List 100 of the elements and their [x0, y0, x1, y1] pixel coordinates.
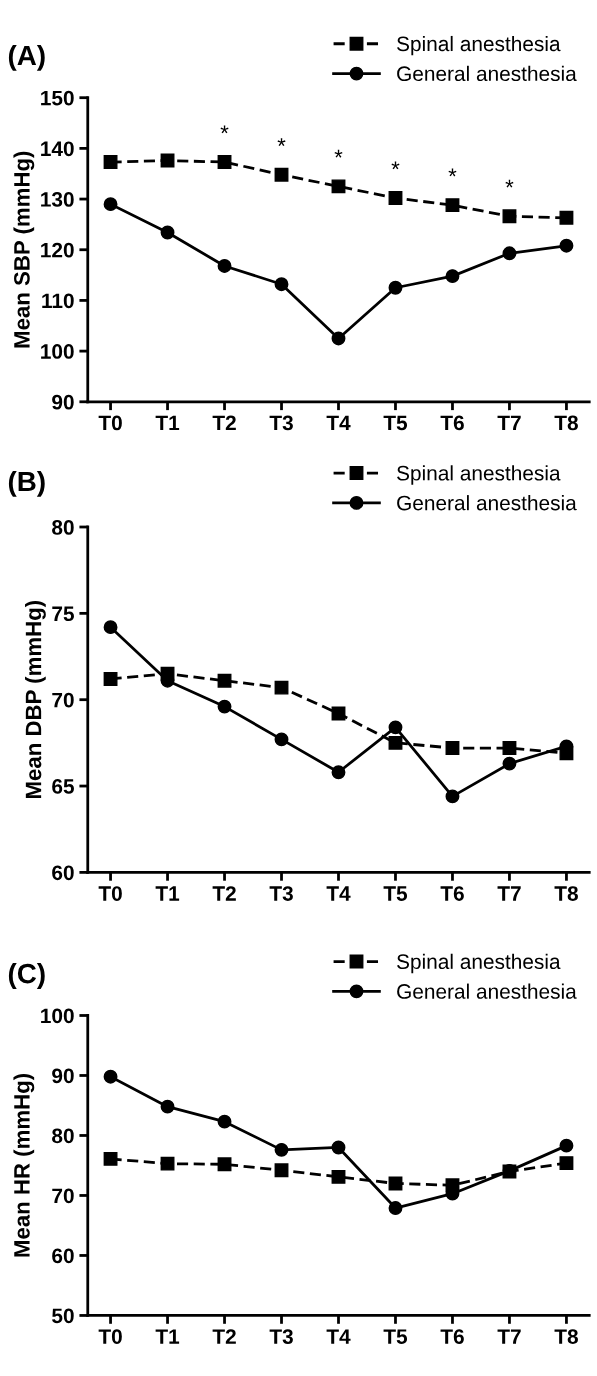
y-tick-label: 70	[52, 692, 74, 708]
x-tick-label: T3	[269, 415, 293, 431]
point	[217, 699, 232, 714]
y-tick-label: 75	[52, 606, 74, 622]
point	[217, 1114, 232, 1129]
y-tick-label: 60	[52, 1248, 74, 1264]
legend-label: General anesthesia	[397, 983, 577, 999]
point	[274, 167, 289, 182]
point	[445, 789, 460, 804]
point	[103, 197, 118, 212]
y-tick-label: 65	[52, 779, 74, 794]
y-axis-title: Mean SBP (mmHg)	[13, 151, 35, 348]
x-tick-label: T4	[326, 1329, 351, 1344]
point	[103, 155, 118, 170]
legend-label: General anesthesia	[397, 495, 577, 511]
y-tick-label: 150	[41, 90, 74, 106]
point	[103, 1151, 118, 1166]
point	[103, 620, 118, 635]
y-tick-label: 90	[52, 394, 74, 410]
point	[388, 280, 403, 295]
point	[388, 1201, 403, 1216]
y-tick-label: 100	[41, 344, 74, 359]
x-tick-label: T2	[212, 415, 236, 431]
x-tick-label: T7	[497, 886, 521, 901]
point	[502, 209, 517, 224]
x-tick-label: T1	[155, 415, 180, 431]
point	[331, 331, 346, 346]
point	[559, 238, 574, 253]
point	[217, 259, 232, 273]
y-tick-label: 100	[41, 1008, 74, 1024]
y-tick-label: 70	[52, 1188, 74, 1204]
annotation: *	[448, 168, 457, 177]
x-tick-label: T7	[497, 1329, 521, 1344]
legend-label: Spinal anesthesia	[397, 35, 561, 56]
point	[331, 179, 346, 194]
y-tick-label: 130	[41, 192, 74, 207]
annotation: *	[505, 179, 514, 188]
point	[274, 1163, 289, 1178]
x-tick-label: T6	[440, 1329, 464, 1344]
x-tick-label: T6	[440, 415, 464, 431]
point	[331, 765, 346, 780]
x-tick-label: T3	[269, 886, 293, 901]
x-tick-label: T8	[554, 415, 578, 431]
x-tick-label: T0	[98, 415, 122, 431]
point	[160, 225, 175, 240]
point	[103, 672, 118, 686]
y-tick-label: 90	[52, 1068, 74, 1084]
annotation: *	[220, 125, 229, 134]
x-tick-label: T2	[212, 886, 236, 901]
chart-title: (C)	[8, 963, 45, 989]
point	[388, 191, 403, 205]
point	[559, 1156, 574, 1171]
y-tick-label: 110	[42, 293, 74, 309]
y-tick-label: 120	[41, 242, 74, 258]
x-tick-label: T4	[326, 886, 351, 901]
x-tick-label: T5	[383, 886, 408, 901]
point	[502, 741, 517, 755]
point	[445, 741, 460, 755]
point	[331, 1169, 346, 1184]
point	[217, 155, 232, 170]
y-tick-label: 80	[52, 1128, 74, 1144]
y-tick-label: 60	[52, 865, 74, 881]
legend-label: Spinal anesthesia	[397, 953, 561, 974]
y-tick-label: 80	[52, 520, 74, 535]
x-tick-label: T5	[383, 1329, 408, 1344]
x-tick-label: T8	[554, 1329, 578, 1344]
point	[502, 246, 517, 261]
y-axis-title: Mean DBP (mmHg)	[25, 600, 46, 799]
chart-title: (B)	[8, 470, 45, 497]
point	[559, 210, 574, 225]
point	[217, 673, 232, 688]
x-tick-label: T0	[98, 1329, 122, 1344]
point	[274, 277, 289, 292]
annotation: *	[334, 149, 343, 158]
annotation: *	[277, 138, 286, 146]
x-tick-label: T6	[440, 886, 464, 901]
y-tick-label: 140	[41, 141, 74, 157]
point	[274, 1142, 289, 1157]
point	[445, 198, 460, 213]
x-tick-label: T2	[212, 1329, 236, 1344]
x-tick-label: T4	[326, 415, 351, 431]
legend-label: Spinal anesthesia	[397, 465, 561, 485]
point	[217, 1157, 232, 1172]
x-tick-label: T3	[269, 1329, 293, 1344]
y-tick-label: 50	[52, 1308, 74, 1324]
x-tick-label: T7	[497, 415, 521, 431]
point	[331, 1140, 346, 1155]
point	[274, 680, 289, 695]
annotation: *	[391, 161, 400, 170]
point	[388, 735, 403, 750]
y-axis-title: Mean HR (mmHg)	[13, 1073, 35, 1257]
x-tick-label: T5	[383, 415, 408, 431]
point	[160, 1156, 175, 1171]
point	[160, 1099, 175, 1114]
point	[445, 269, 460, 284]
legend-label: General anesthesia	[397, 65, 577, 82]
point	[388, 720, 403, 735]
x-tick-label: T0	[98, 886, 122, 901]
x-tick-label: T1	[155, 886, 180, 901]
point	[502, 756, 517, 771]
